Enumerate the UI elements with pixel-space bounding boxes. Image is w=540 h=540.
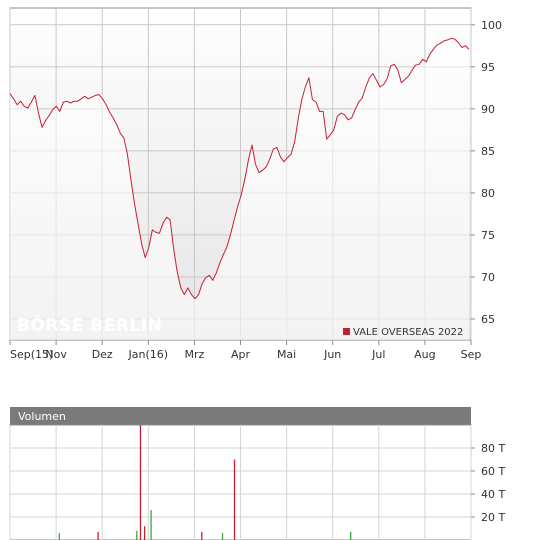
legend: VALE OVERSEAS 2022: [343, 327, 463, 338]
price-area: [10, 38, 469, 341]
price-x-tick-label: Sep(15): [10, 348, 53, 361]
price-y-tick-label: 100: [481, 19, 502, 32]
price-series-line: [9, 37, 470, 300]
volume-y-tick-label: 60 T: [481, 465, 505, 478]
price-x-tick-label: Mai: [277, 348, 296, 361]
volume-y-tick-label: 40 T: [481, 488, 505, 501]
price-y-ticks: 65 70 75 80 85 90 95 100: [471, 19, 502, 326]
legend-swatch: [343, 328, 350, 335]
volume-bars: [58, 425, 352, 540]
price-x-tick-label: Dez: [92, 348, 113, 361]
price-y-tick-label: 80: [481, 187, 495, 200]
price-chart: 65 70 75 80 85 90 95 100 Sep(15)Nov Dez Jan(16) Mr…: [9, 7, 502, 361]
price-y-tick-label: 75: [481, 229, 495, 242]
price-y-tick-label: 85: [481, 145, 495, 158]
watermark: BÖRSE BERLIN: [17, 314, 162, 336]
price-y-tick-label: 65: [481, 313, 495, 326]
price-y-tick-label: 70: [481, 271, 495, 284]
price-x-tick-label: Sep: [461, 348, 482, 361]
price-x-tick-label: Apr: [231, 348, 251, 361]
price-x-ticks: Sep(15)Nov Dez Jan(16) Mrz Apr Mai Jun Jul Aug Se…: [9, 340, 482, 361]
volume-title: Volumen: [18, 410, 66, 423]
volume-grid: [9, 425, 472, 540]
price-line: [9, 37, 470, 300]
volume-y-tick-label: 80 T: [481, 442, 505, 455]
price-y-tick-label: 95: [481, 61, 495, 74]
volume-title-bar: [10, 407, 471, 425]
volume-y-tick-label: 20 T: [481, 511, 505, 524]
legend-label: VALE OVERSEAS 2022: [353, 327, 463, 338]
volume-chart: Volumen 20 T 40 T 60 T 80 T: [9, 407, 505, 540]
price-x-tick-label: Jul: [371, 348, 385, 361]
price-area-fill: [10, 38, 469, 341]
price-x-tick-label: Jan(16): [128, 348, 169, 361]
price-x-tick-label: Nov: [45, 348, 67, 361]
price-x-tick-label: Mrz: [185, 348, 205, 361]
price-x-tick-label: Aug: [414, 348, 435, 361]
price-x-tick-label: Jun: [323, 348, 341, 361]
price-y-tick-label: 90: [481, 103, 495, 116]
volume-y-ticks: 20 T 40 T 60 T 80 T: [471, 442, 505, 524]
